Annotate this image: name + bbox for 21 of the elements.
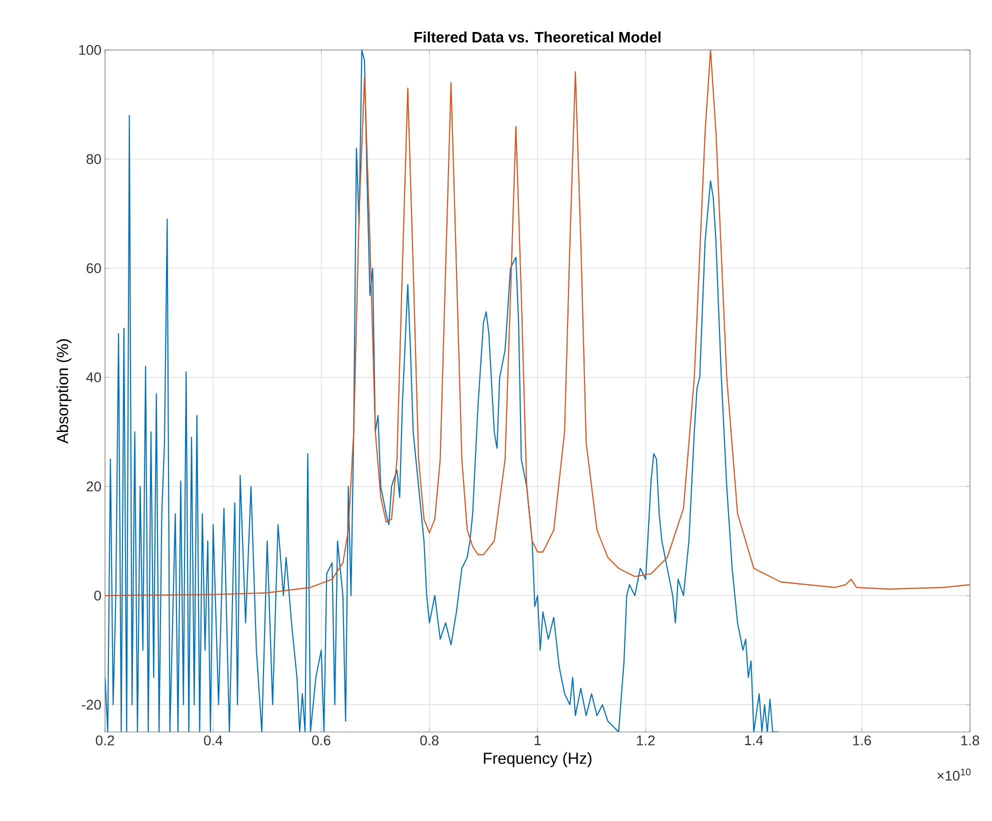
x-axis-title: Frequency (Hz) <box>484 752 592 768</box>
y-tick-label: 100 <box>79 45 101 55</box>
y-tick-label: -20 <box>82 700 101 710</box>
x-tick-label: 1.2 <box>637 735 655 746</box>
x-tick-label: 0.6 <box>312 735 330 746</box>
y-tick-label: 60 <box>86 263 101 274</box>
x-tick-label: 0.8 <box>420 735 438 746</box>
y-axis-title: Absorption (%) <box>56 339 72 444</box>
x-tick-label: 1.4 <box>745 736 764 746</box>
x-tick-label: 0.2 <box>96 735 114 746</box>
line-series <box>105 50 970 596</box>
y-tick-label: 0 <box>94 590 101 601</box>
text: ×10$^{10}$ <box>937 768 971 781</box>
x-tick-label: 1.8 <box>961 735 980 746</box>
x-tick-label: 1 <box>534 736 541 746</box>
y-tick-label: 20 <box>86 482 101 492</box>
chart-title: Filtered Data vs. Theoretical Model <box>414 32 660 42</box>
y-tick-label: 80 <box>86 154 101 164</box>
x-tick-label: 0.4 <box>204 735 222 746</box>
x-tick-label: 1.6 <box>853 735 871 746</box>
y-tick-label: 40 <box>86 372 101 382</box>
